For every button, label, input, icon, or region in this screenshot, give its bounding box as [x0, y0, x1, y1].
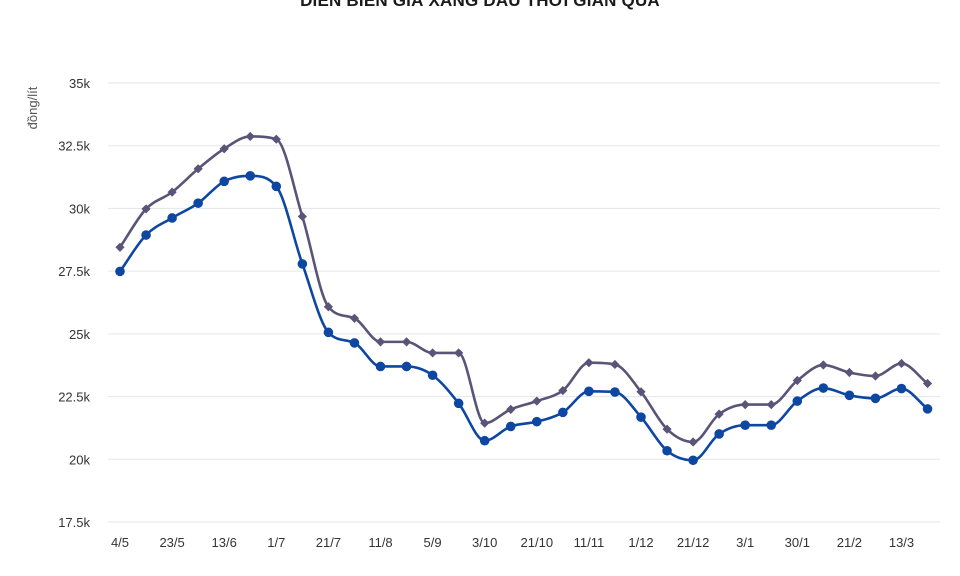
x-tick-label: 21/7 [316, 535, 341, 550]
data-point [558, 407, 568, 418]
x-tick-label: 3/10 [472, 535, 497, 550]
data-point [792, 396, 803, 406]
data-point [532, 396, 542, 406]
chart-title: DIỄN BIẾN GIÁ XĂNG DẦU THỜI GIAN QUA [300, 0, 660, 10]
data-point [740, 420, 750, 430]
data-point [323, 327, 334, 338]
series-group [115, 131, 933, 466]
x-tick-label: 21/2 [837, 535, 862, 550]
data-point [141, 230, 151, 240]
x-tick-label: 4/5 [111, 535, 129, 550]
data-point [271, 134, 281, 144]
data-point [401, 337, 412, 347]
x-axis-ticks: 4/5 23/5 13/6 1/7 21/7 11/8 5/9 3/10 21/10 11/11 1… [111, 535, 914, 550]
data-point [636, 412, 646, 422]
data-point [115, 266, 125, 277]
data-point [922, 378, 933, 389]
data-point [349, 313, 360, 323]
data-point [662, 445, 672, 456]
data-point [558, 385, 568, 396]
data-point [922, 404, 933, 414]
data-point [740, 399, 750, 410]
x-tick-label: 1/7 [267, 535, 285, 550]
data-point [427, 370, 438, 381]
data-point [844, 367, 854, 378]
data-point [428, 348, 438, 358]
data-point [193, 164, 203, 174]
data-point [245, 171, 256, 181]
data-point [219, 176, 229, 187]
data-point [792, 375, 802, 386]
x-tick-label: 11/11 [574, 535, 605, 550]
y-tick-label: 32.5k [58, 139, 90, 154]
y-axis-ticks: 17.5k 20k 22.5k 25k 27.5k 30k 32.5k 35k [58, 76, 90, 530]
data-point [349, 338, 360, 348]
data-point [323, 302, 333, 312]
data-point [766, 420, 777, 430]
y-tick-label: 30k [69, 201, 90, 216]
x-tick-label: 23/5 [159, 535, 184, 550]
x-tick-label: 5/9 [424, 535, 442, 550]
y-tick-label: 22.5k [58, 390, 90, 405]
y-tick-label: 35k [69, 76, 90, 91]
data-point [818, 383, 829, 393]
data-point [610, 359, 620, 370]
y-axis-label: đồng/lít [25, 86, 40, 129]
data-point [714, 429, 724, 439]
data-point [480, 418, 490, 428]
data-point [297, 211, 307, 222]
data-point [505, 421, 516, 432]
data-point [584, 386, 594, 397]
x-tick-label: 3/1 [736, 535, 754, 550]
data-point [453, 398, 464, 409]
data-point [167, 213, 177, 223]
data-point [454, 348, 464, 358]
x-tick-label: 30/1 [785, 535, 810, 550]
data-point [844, 390, 855, 401]
data-point [870, 393, 881, 404]
data-point [662, 424, 672, 434]
data-point [610, 387, 620, 397]
x-tick-label: 11/8 [368, 535, 392, 550]
data-point [584, 358, 594, 368]
data-point [193, 198, 203, 208]
grid [108, 82, 940, 523]
data-point [818, 360, 828, 370]
x-tick-label: 13/6 [212, 535, 237, 550]
y-tick-label: 20k [69, 452, 90, 467]
data-point [141, 204, 151, 214]
data-point [766, 399, 776, 410]
x-tick-label: 1/12 [628, 535, 653, 550]
data-point [714, 409, 724, 419]
data-point [479, 435, 490, 446]
y-tick-label: 27.5k [58, 264, 90, 279]
data-point [636, 387, 646, 397]
data-point [245, 131, 255, 142]
y-tick-label: 17.5k [58, 515, 90, 530]
data-point [271, 181, 282, 192]
x-tick-label: 21/12 [677, 535, 710, 550]
x-tick-label: 21/10 [521, 535, 554, 550]
data-point [115, 242, 125, 252]
data-point [375, 361, 386, 372]
data-point [167, 187, 177, 197]
series-line-2 [118, 174, 929, 462]
data-point [506, 404, 516, 414]
data-point [688, 437, 698, 447]
data-point [870, 371, 881, 381]
data-point [219, 144, 229, 154]
data-point [688, 455, 698, 466]
data-point [532, 416, 542, 427]
data-point [896, 383, 907, 394]
y-tick-label: 25k [69, 327, 90, 342]
data-point [297, 259, 308, 269]
data-point [375, 337, 386, 347]
data-point [896, 358, 907, 369]
x-tick-label: 13/3 [889, 535, 914, 550]
data-point [401, 361, 412, 372]
